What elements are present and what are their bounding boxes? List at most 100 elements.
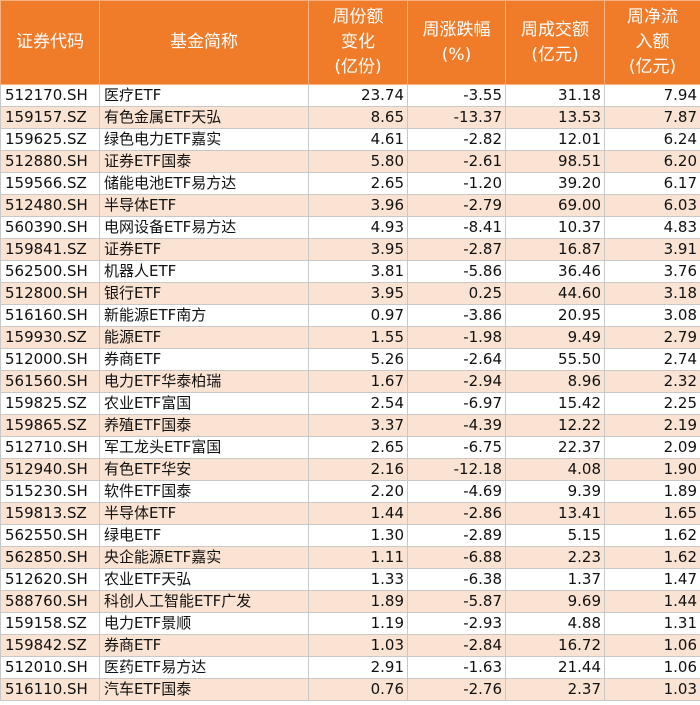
weekly-change-cell: -5.86 [407, 260, 506, 283]
security-code-cell: 159865.SZ [0, 414, 100, 437]
turnover-cell: 8.96 [505, 370, 605, 393]
weekly-change-cell: -2.94 [407, 370, 506, 393]
fund-name-cell: 绿色电力ETF嘉实 [99, 128, 309, 151]
turnover-cell: 20.95 [505, 304, 605, 327]
fund-name-cell: 有色金属ETF天弘 [99, 106, 309, 129]
weekly-change-cell: -2.87 [407, 238, 506, 261]
table-row: 159865.SZ 养殖ETF国泰 3.37 -4.39 12.22 2.19 [0, 414, 700, 437]
weekly-change-cell: -2.82 [407, 128, 506, 151]
weekly-change-cell: -2.93 [407, 612, 506, 635]
security-code-cell: 159930.SZ [0, 326, 100, 349]
fund-name-cell: 能源ETF [99, 326, 309, 349]
turnover-cell: 4.88 [505, 612, 605, 635]
net-inflow-cell: 3.76 [604, 260, 700, 283]
fund-name-cell: 电网设备ETF易方达 [99, 216, 309, 239]
net-inflow-cell: 1.62 [604, 546, 700, 569]
fund-name-cell: 有色ETF华安 [99, 458, 309, 481]
turnover-cell: 2.23 [505, 546, 605, 569]
fund-name-cell: 证券ETF [99, 238, 309, 261]
table-row: 159158.SZ 电力ETF景顺 1.19 -2.93 4.88 1.31 [0, 612, 700, 635]
weekly-change-cell: -6.38 [407, 568, 506, 591]
header-security-code: 证券代码 [0, 0, 100, 85]
net-inflow-cell: 2.25 [604, 392, 700, 415]
share-change-cell: 1.11 [308, 546, 408, 569]
share-change-cell: 3.96 [308, 194, 408, 217]
net-inflow-cell: 3.18 [604, 282, 700, 305]
security-code-cell: 159813.SZ [0, 502, 100, 525]
table-row: 159157.SZ 有色金属ETF天弘 8.65 -13.37 13.53 7.87 [0, 106, 700, 129]
turnover-cell: 31.18 [505, 84, 605, 107]
security-code-cell: 515230.SH [0, 480, 100, 503]
turnover-cell: 69.00 [505, 194, 605, 217]
net-inflow-cell: 2.74 [604, 348, 700, 371]
share-change-cell: 1.67 [308, 370, 408, 393]
turnover-cell: 55.50 [505, 348, 605, 371]
security-code-cell: 159157.SZ [0, 106, 100, 129]
turnover-cell: 13.53 [505, 106, 605, 129]
turnover-cell: 16.72 [505, 634, 605, 657]
turnover-cell: 2.37 [505, 678, 605, 701]
net-inflow-cell: 1.44 [604, 590, 700, 613]
share-change-cell: 3.95 [308, 282, 408, 305]
fund-name-cell: 电力ETF景顺 [99, 612, 309, 635]
net-inflow-cell: 2.32 [604, 370, 700, 393]
turnover-cell: 39.20 [505, 172, 605, 195]
security-code-cell: 512880.SH [0, 150, 100, 173]
table-row: 515230.SH 软件ETF国泰 2.20 -4.69 9.39 1.89 [0, 480, 700, 503]
security-code-cell: 512940.SH [0, 458, 100, 481]
share-change-cell: 5.26 [308, 348, 408, 371]
table-row: 512010.SH 医药ETF易方达 2.91 -1.63 21.44 1.06 [0, 656, 700, 679]
turnover-cell: 1.37 [505, 568, 605, 591]
table-row: 562850.SH 央企能源ETF嘉实 1.11 -6.88 2.23 1.62 [0, 546, 700, 569]
net-inflow-cell: 7.87 [604, 106, 700, 129]
header-share-change: 周份额 变化 (亿份) [308, 0, 408, 85]
security-code-cell: 561560.SH [0, 370, 100, 393]
table-row: 159566.SZ 储能电池ETF易方达 2.65 -1.20 39.20 6.17 [0, 172, 700, 195]
weekly-change-cell: -2.79 [407, 194, 506, 217]
table-row: 560390.SH 电网设备ETF易方达 4.93 -8.41 10.37 4.83 [0, 216, 700, 239]
share-change-cell: 4.93 [308, 216, 408, 239]
net-inflow-cell: 1.03 [604, 678, 700, 701]
security-code-cell: 560390.SH [0, 216, 100, 239]
security-code-cell: 516160.SH [0, 304, 100, 327]
table-row: 512880.SH 证券ETF国泰 5.80 -2.61 98.51 6.20 [0, 150, 700, 173]
table-row: 512710.SH 军工龙头ETF富国 2.65 -6.75 22.37 2.09 [0, 436, 700, 459]
table-row: 159625.SZ 绿色电力ETF嘉实 4.61 -2.82 12.01 6.24 [0, 128, 700, 151]
fund-name-cell: 科创人工智能ETF广发 [99, 590, 309, 613]
table-body: 512170.SH 医疗ETF 23.74 -3.55 31.18 7.94 159157.… [0, 84, 700, 701]
fund-name-cell: 军工龙头ETF富国 [99, 436, 309, 459]
table-row: 159813.SZ 半导体ETF 1.44 -2.86 13.41 1.65 [0, 502, 700, 525]
net-inflow-cell: 2.19 [604, 414, 700, 437]
share-change-cell: 2.54 [308, 392, 408, 415]
turnover-cell: 36.46 [505, 260, 605, 283]
net-inflow-cell: 1.62 [604, 524, 700, 547]
weekly-change-cell: -4.39 [407, 414, 506, 437]
fund-name-cell: 养殖ETF国泰 [99, 414, 309, 437]
table-row: 562500.SH 机器人ETF 3.81 -5.86 36.46 3.76 [0, 260, 700, 283]
weekly-change-cell: -3.55 [407, 84, 506, 107]
table-row: 512620.SH 农业ETF天弘 1.33 -6.38 1.37 1.47 [0, 568, 700, 591]
table-header: 证券代码 基金简称 周份额 变化 (亿份) 周涨跌幅 (%) 周成交额 (亿元)… [0, 0, 700, 85]
table-row: 159825.SZ 农业ETF富国 2.54 -6.97 15.42 2.25 [0, 392, 700, 415]
net-inflow-cell: 3.91 [604, 238, 700, 261]
header-weekly-change-pct: 周涨跌幅 (%) [407, 0, 506, 85]
table-row: 588760.SH 科创人工智能ETF广发 1.89 -5.87 9.69 1.44 [0, 590, 700, 613]
share-change-cell: 23.74 [308, 84, 408, 107]
turnover-cell: 9.49 [505, 326, 605, 349]
share-change-cell: 1.30 [308, 524, 408, 547]
weekly-change-cell: -6.75 [407, 436, 506, 459]
fund-name-cell: 农业ETF天弘 [99, 568, 309, 591]
share-change-cell: 2.91 [308, 656, 408, 679]
net-inflow-cell: 1.06 [604, 656, 700, 679]
fund-name-cell: 新能源ETF南方 [99, 304, 309, 327]
net-inflow-cell: 4.83 [604, 216, 700, 239]
share-change-cell: 1.44 [308, 502, 408, 525]
security-code-cell: 516110.SH [0, 678, 100, 701]
weekly-change-cell: -2.61 [407, 150, 506, 173]
table-row: 562550.SH 绿电ETF 1.30 -2.89 5.15 1.62 [0, 524, 700, 547]
security-code-cell: 562550.SH [0, 524, 100, 547]
turnover-cell: 13.41 [505, 502, 605, 525]
table-row: 512000.SH 券商ETF 5.26 -2.64 55.50 2.74 [0, 348, 700, 371]
table-row: 516160.SH 新能源ETF南方 0.97 -3.86 20.95 3.08 [0, 304, 700, 327]
net-inflow-cell: 2.09 [604, 436, 700, 459]
